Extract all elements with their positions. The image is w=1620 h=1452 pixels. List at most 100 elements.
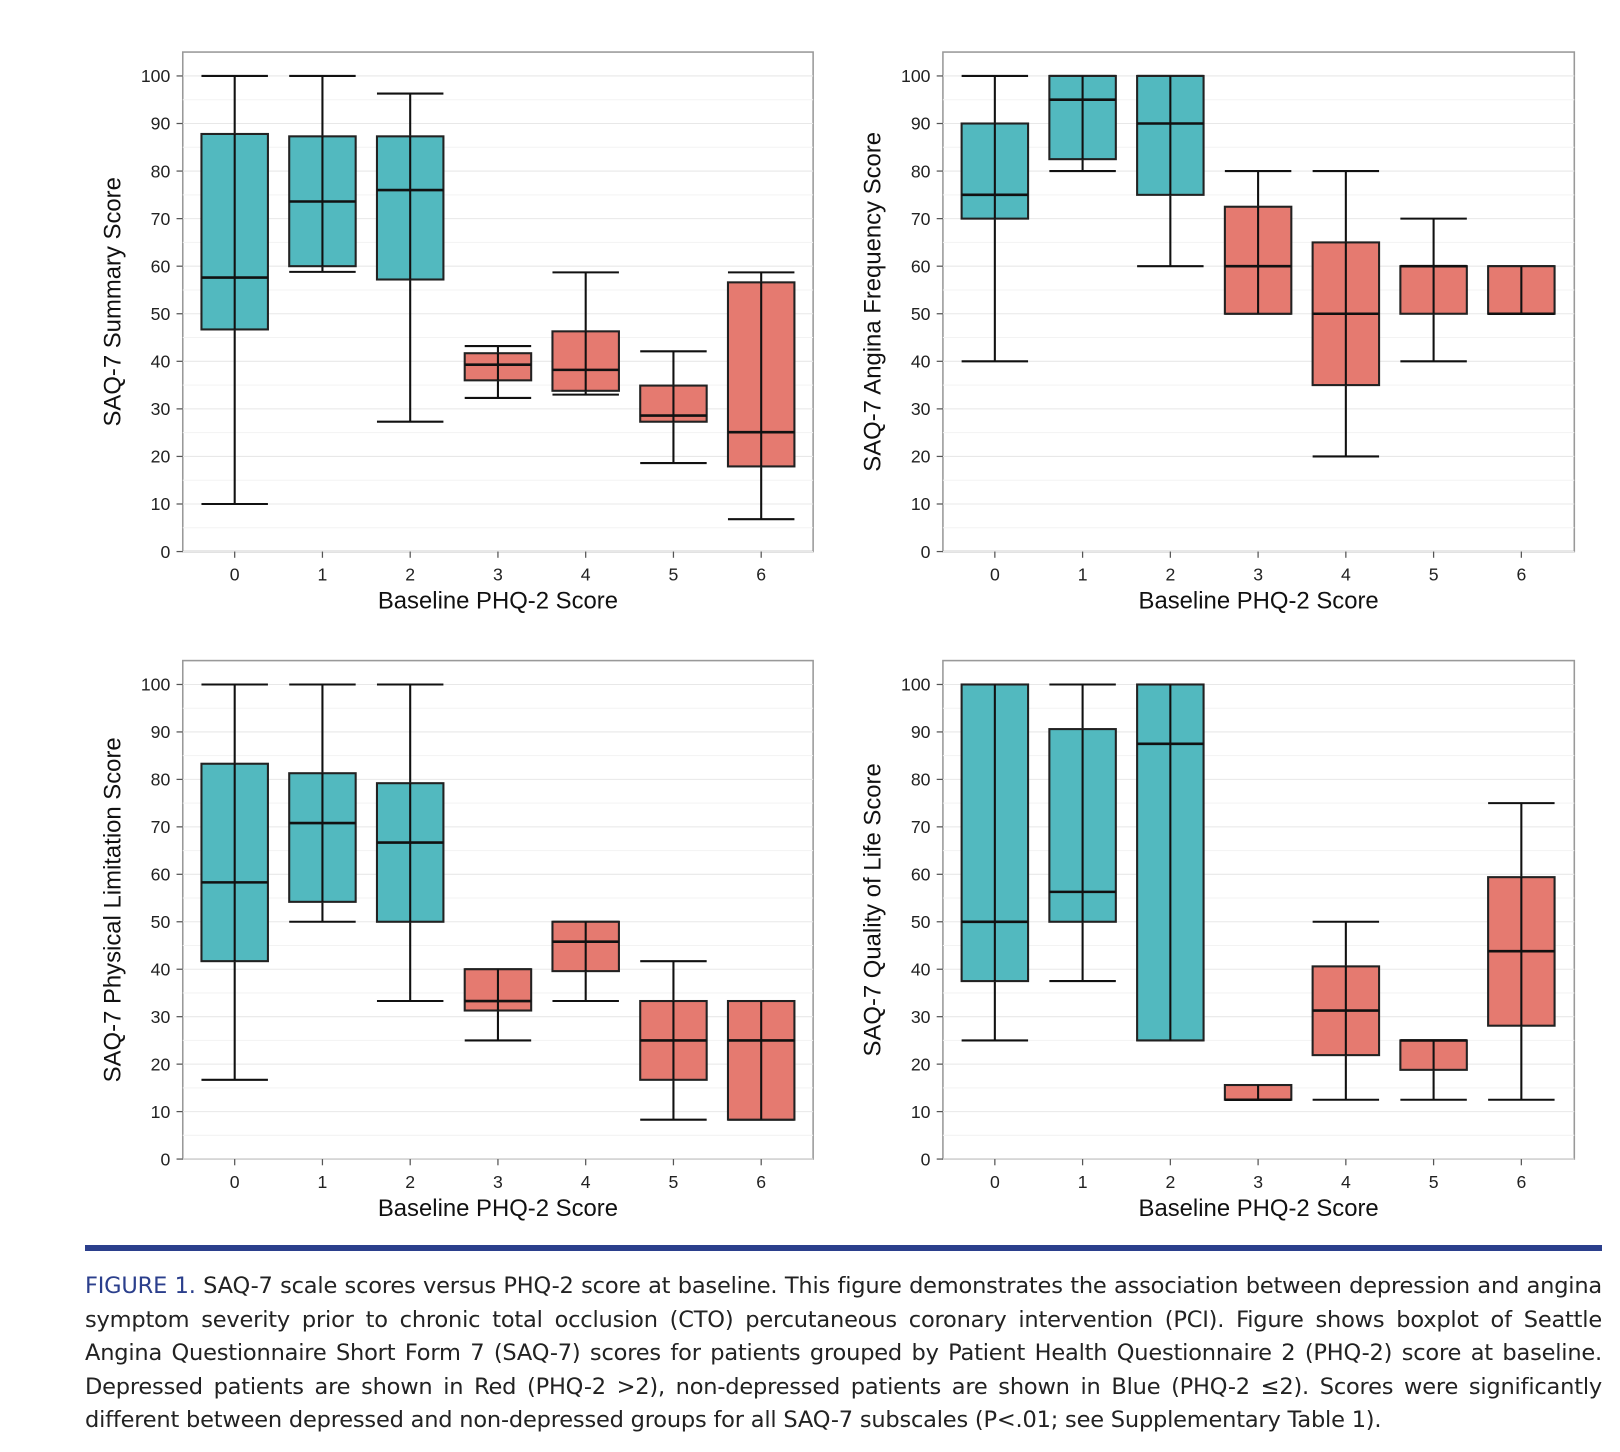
box-6 xyxy=(1487,265,1556,316)
figure-caption: FIGURE 1. SAQ-7 scale scores versus PHQ-… xyxy=(85,1270,1602,1438)
y-tick-label: 40 xyxy=(911,959,931,979)
caption-text: SAQ-7 scale scores versus PHQ-2 score at… xyxy=(85,1273,1603,1433)
y-tick-label: 90 xyxy=(151,722,171,742)
x-axis-label: Baseline PHQ-2 Score xyxy=(1139,1195,1379,1222)
caption-label: FIGURE 1. xyxy=(85,1273,196,1299)
panel-2: 0 10 20 30 40 50 60 70 80 90 100 0 1 2 3 4 5 6 Baseline PH… xyxy=(99,659,814,1222)
y-tick-label: 50 xyxy=(911,304,931,324)
box-4 xyxy=(1311,170,1381,458)
y-tick-label: 60 xyxy=(151,865,171,885)
x-axis-label: Baseline PHQ-2 Score xyxy=(1139,588,1379,615)
box-6 xyxy=(726,271,796,521)
y-tick-label: 40 xyxy=(151,959,171,979)
y-tick-label: 20 xyxy=(911,1054,931,1074)
plot-area xyxy=(942,659,1576,1160)
box-1 xyxy=(1048,74,1117,173)
x-tick-label: 2 xyxy=(1165,1172,1175,1192)
y-tick-label: 0 xyxy=(160,1149,170,1169)
x-tick-label: 3 xyxy=(1253,1172,1263,1192)
box-1 xyxy=(288,74,357,273)
y-tick-label: 0 xyxy=(160,542,170,562)
x-tick-label: 1 xyxy=(1078,1172,1088,1192)
y-tick-label: 0 xyxy=(921,542,931,562)
y-tick-label: 70 xyxy=(911,209,931,229)
y-tick-label: 80 xyxy=(911,770,931,790)
y-axis-label: SAQ-7 Physical Limitation Score xyxy=(99,737,126,1082)
y-tick-label: 60 xyxy=(911,865,931,885)
y-tick-label: 100 xyxy=(901,675,931,695)
x-tick-label: 4 xyxy=(1341,1172,1351,1192)
x-tick-label: 0 xyxy=(230,565,240,585)
y-tick-label: 30 xyxy=(151,1007,171,1027)
box-5 xyxy=(639,960,708,1121)
y-tick-label: 10 xyxy=(911,1102,931,1122)
y-tick-label: 60 xyxy=(151,256,171,276)
box-4 xyxy=(551,920,620,1003)
plot-area xyxy=(181,51,814,553)
y-tick-label: 70 xyxy=(151,209,171,229)
y-tick-label: 30 xyxy=(151,399,171,419)
x-tick-label: 4 xyxy=(581,565,591,585)
y-tick-label: 90 xyxy=(151,114,171,134)
box-4 xyxy=(1311,920,1381,1101)
x-tick-label: 2 xyxy=(1165,565,1175,585)
x-tick-label: 5 xyxy=(669,1172,679,1192)
x-tick-label: 5 xyxy=(669,565,679,585)
y-tick-label: 10 xyxy=(151,494,171,514)
x-tick-label: 2 xyxy=(405,1172,415,1192)
x-tick-label: 1 xyxy=(318,1172,328,1192)
y-tick-label: 30 xyxy=(911,1007,931,1027)
y-tick-label: 50 xyxy=(151,304,171,324)
x-axis-label: Baseline PHQ-2 Score xyxy=(378,588,618,615)
box-2 xyxy=(375,683,445,1003)
x-tick-label: 5 xyxy=(1429,565,1439,585)
y-tick-label: 20 xyxy=(151,447,171,467)
box-1 xyxy=(1048,683,1117,983)
x-axis-label: Baseline PHQ-2 Score xyxy=(378,1195,618,1222)
box-0 xyxy=(960,683,1030,1042)
box-2 xyxy=(375,92,445,423)
box-1 xyxy=(288,683,357,923)
y-tick-label: 80 xyxy=(911,161,931,181)
x-tick-label: 1 xyxy=(318,565,328,585)
y-tick-label: 40 xyxy=(151,352,171,372)
x-tick-label: 3 xyxy=(493,1172,503,1192)
x-tick-label: 4 xyxy=(1341,565,1351,585)
box-3 xyxy=(1223,1083,1293,1102)
y-tick-label: 20 xyxy=(151,1054,171,1074)
x-tick-label: 3 xyxy=(1253,565,1263,585)
y-axis-label: SAQ-7 Quality of Life Score xyxy=(860,763,887,1056)
x-tick-label: 6 xyxy=(756,565,766,585)
y-tick-label: 80 xyxy=(151,770,171,790)
box-5 xyxy=(639,350,708,465)
x-tick-label: 3 xyxy=(493,565,503,585)
box-6 xyxy=(726,999,796,1121)
box-6 xyxy=(1487,802,1556,1101)
plot-area xyxy=(181,659,814,1160)
box-2 xyxy=(1136,74,1205,268)
box-4 xyxy=(551,271,620,396)
x-tick-label: 0 xyxy=(230,1172,240,1192)
box-2 xyxy=(1136,683,1205,1042)
y-tick-label: 40 xyxy=(911,352,931,372)
y-tick-label: 50 xyxy=(151,912,171,932)
x-tick-label: 1 xyxy=(1078,565,1088,585)
y-tick-label: 100 xyxy=(901,66,931,86)
y-tick-label: 60 xyxy=(911,256,931,276)
x-tick-label: 0 xyxy=(990,565,1000,585)
panel-0: 0 10 20 30 40 50 60 70 80 90 100 0 1 2 3 4 5 6 Baseline PH… xyxy=(99,51,814,615)
caption-divider xyxy=(85,1245,1602,1251)
box-3 xyxy=(463,968,533,1042)
y-tick-label: 90 xyxy=(911,114,931,134)
box-0 xyxy=(200,683,269,1081)
box-5 xyxy=(1399,1039,1468,1101)
y-tick-label: 10 xyxy=(151,1102,171,1122)
x-tick-label: 2 xyxy=(405,565,415,585)
y-axis-label: SAQ-7 Angina Frequency Score xyxy=(860,132,887,472)
y-tick-label: 10 xyxy=(911,494,931,514)
panel-3: 0 10 20 30 40 50 60 70 80 90 100 0 1 2 3 4 5 6 Baseline PH… xyxy=(860,659,1576,1222)
box-5 xyxy=(1399,217,1468,363)
box-3 xyxy=(1223,170,1293,315)
x-tick-label: 6 xyxy=(756,1172,766,1192)
